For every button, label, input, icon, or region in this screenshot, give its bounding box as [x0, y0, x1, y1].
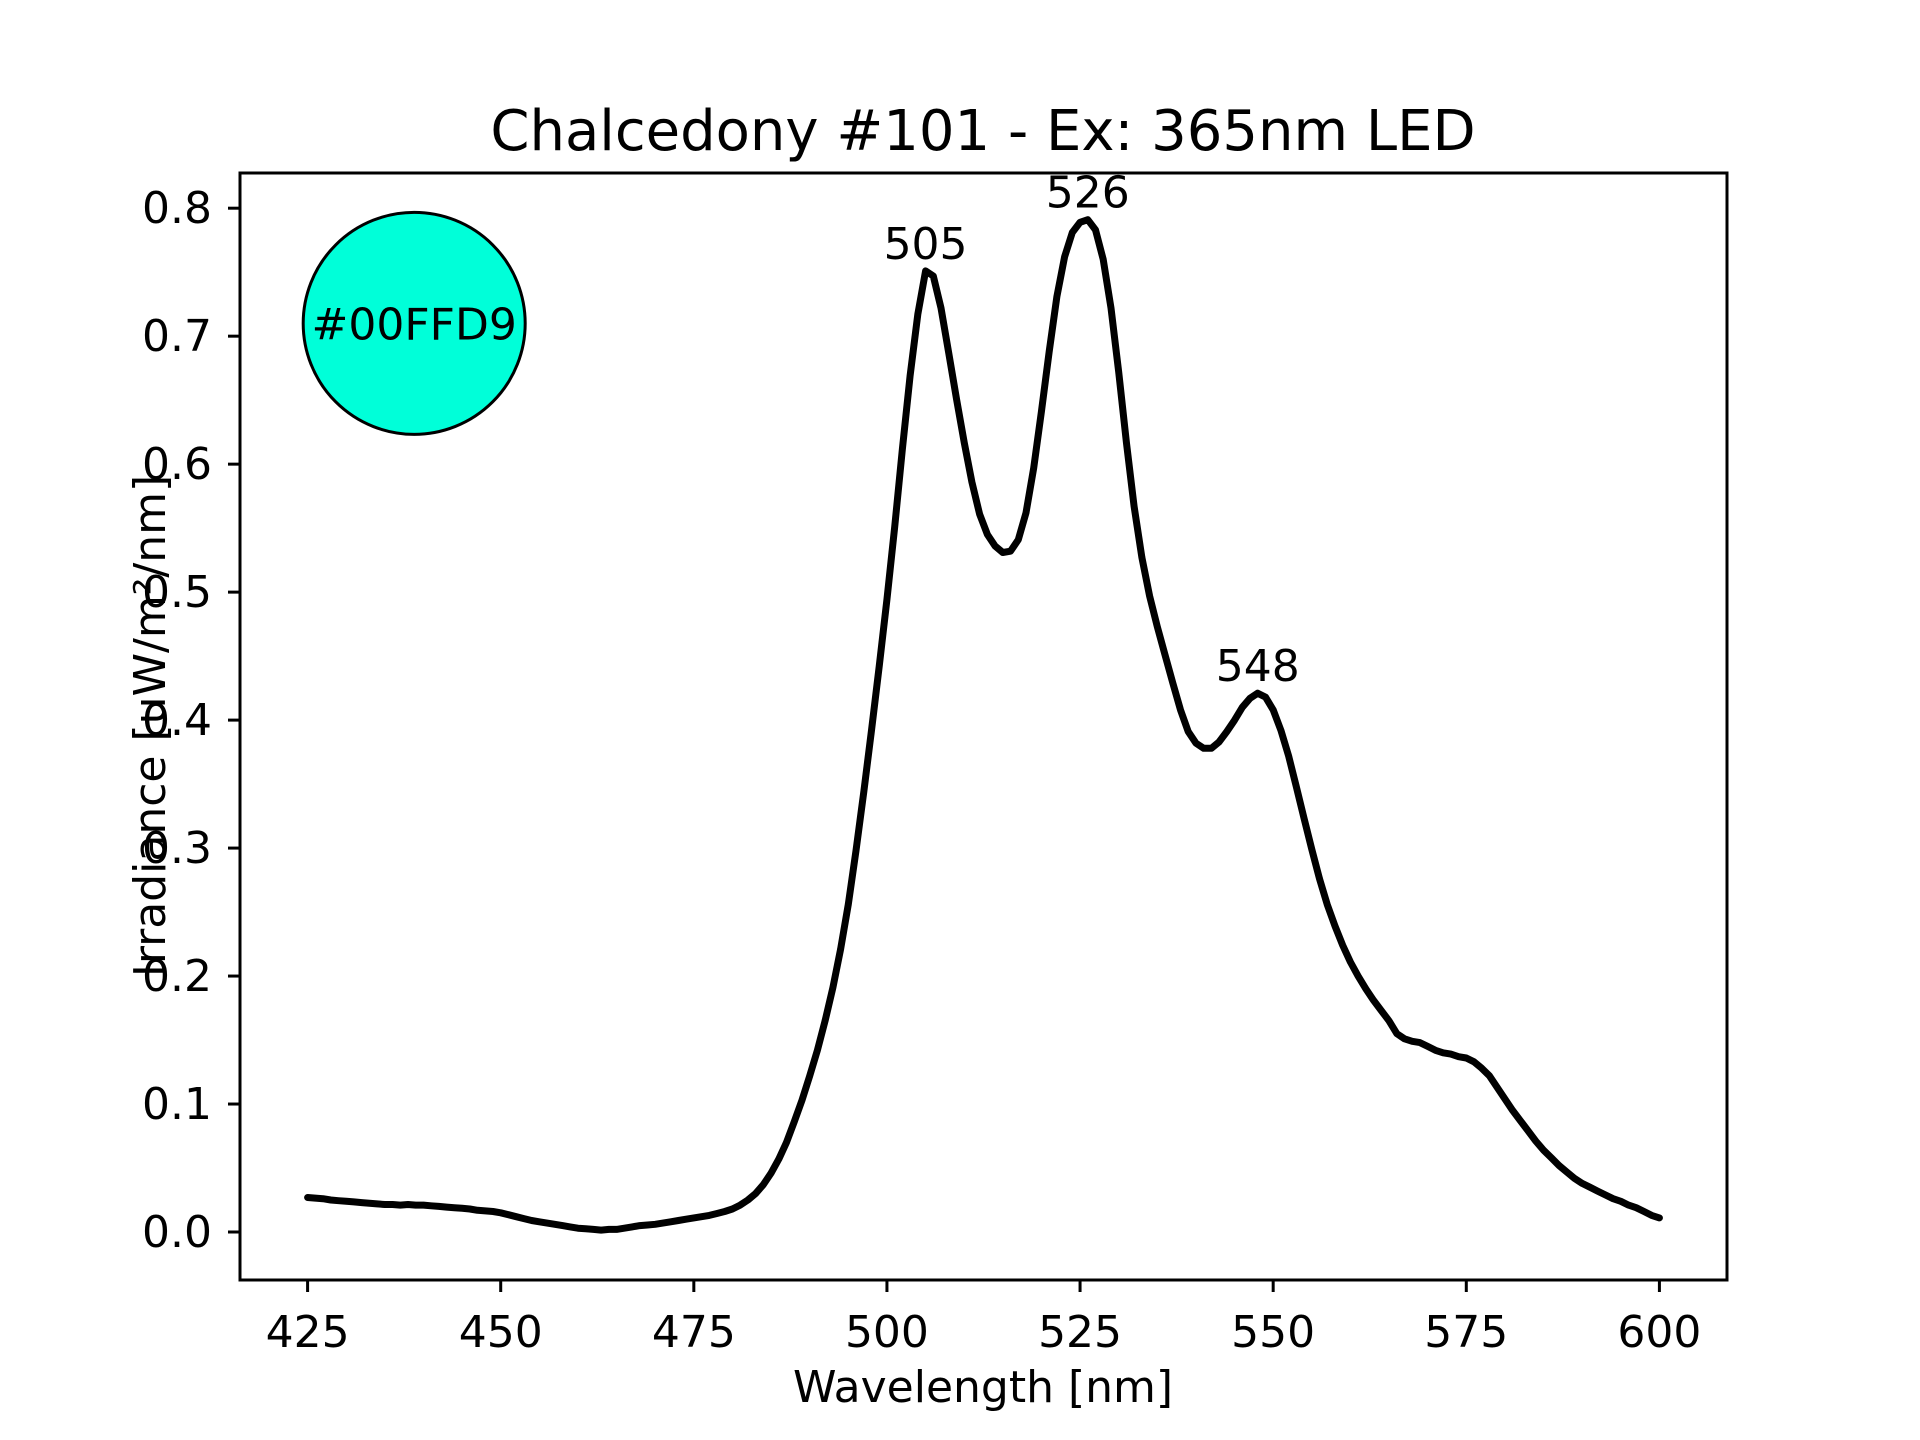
- x-tick-label: 500: [845, 1307, 929, 1358]
- x-tick-label: 575: [1424, 1307, 1508, 1358]
- y-axis-label: Irradiance [uW/m²/nm]: [125, 475, 176, 977]
- x-axis-label: Wavelength [nm]: [793, 1362, 1173, 1413]
- peak-annotation: 505: [884, 219, 968, 270]
- peak-annotation: 548: [1216, 641, 1300, 692]
- y-tick-label: 0.2: [142, 951, 212, 1002]
- y-tick-label: 0.3: [142, 823, 212, 874]
- x-tick-label: 475: [652, 1307, 736, 1358]
- y-tick-label: 0.0: [142, 1207, 212, 1258]
- color-swatch-circle: [301, 210, 527, 436]
- x-tick-label: 550: [1231, 1307, 1315, 1358]
- chart-title: Chalcedony #101 - Ex: 365nm LED: [490, 99, 1475, 164]
- spectrum-curve: [304, 216, 1663, 1234]
- peak-annotation: 526: [1046, 168, 1130, 219]
- plot-area-border: [238, 171, 1729, 1282]
- y-tick-label: 0.5: [142, 567, 212, 618]
- y-tick-label: 0.6: [142, 439, 212, 490]
- x-tick-label: 450: [459, 1307, 543, 1358]
- x-tick-label: 525: [1038, 1307, 1122, 1358]
- x-tick-label: 600: [1617, 1307, 1701, 1358]
- y-tick-label: 0.7: [142, 311, 212, 362]
- y-tick-label: 0.1: [142, 1079, 212, 1130]
- color-swatch-label: #00FFD9: [312, 299, 517, 350]
- y-tick-label: 0.4: [142, 695, 212, 746]
- y-tick-label: 0.8: [142, 183, 212, 234]
- x-tick-label: 425: [266, 1307, 350, 1358]
